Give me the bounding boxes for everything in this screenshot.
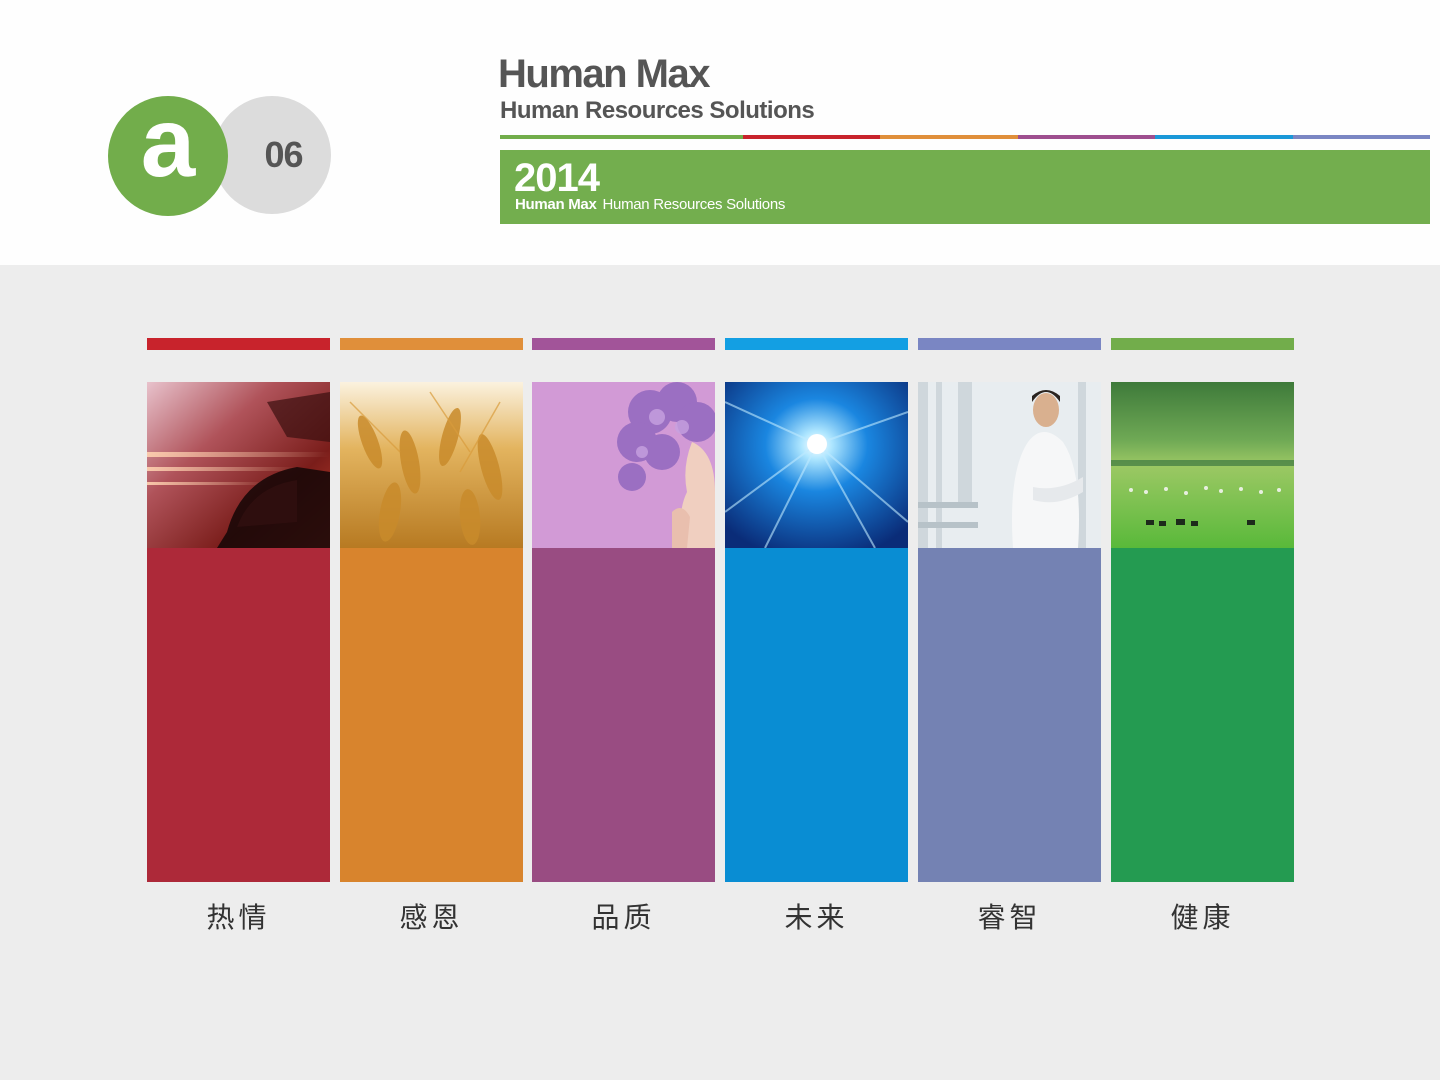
- chapter-letter-circle: [108, 96, 228, 216]
- chapter-number-circle: [213, 96, 331, 214]
- car-motion-photo: [147, 382, 330, 548]
- color-stripe-orange: [880, 135, 1018, 139]
- banner-brand: Human Max: [515, 196, 597, 213]
- column-top-bar: [1111, 338, 1294, 350]
- brand-title: Human Max: [498, 52, 711, 96]
- header: 06 a Human Max Human Resources Solutions…: [0, 0, 1440, 265]
- value-column-health: 健康: [1111, 338, 1294, 938]
- light-tunnel-photo: [725, 382, 908, 548]
- column-color-block: [725, 548, 908, 882]
- column-color-block: [918, 548, 1101, 882]
- column-label: 健康: [1170, 901, 1235, 934]
- banner-tagline: Human Resources Solutions: [602, 196, 786, 213]
- chapter-letter: a: [140, 87, 196, 197]
- column-color-block: [147, 548, 330, 882]
- value-column-quality: 品质: [532, 338, 715, 938]
- column-color-block: [1111, 548, 1294, 882]
- value-column-future: 未来: [725, 338, 908, 938]
- color-stripe-line: [500, 135, 1430, 139]
- year-banner: 2014 Human Max Human Resources Solutions: [500, 150, 1430, 224]
- column-label: 品质: [591, 901, 656, 934]
- brand-subtitle: Human Resources Solutions: [500, 97, 815, 124]
- column-color-block: [532, 548, 715, 882]
- chapter-number: 06: [264, 134, 303, 175]
- column-label: 未来: [784, 901, 849, 934]
- grassland-photo: [1111, 382, 1294, 548]
- color-stripe-purple: [1018, 135, 1155, 139]
- color-stripe-red: [743, 135, 880, 139]
- banner-subtitle: Human Max Human Resources Solutions: [515, 196, 785, 213]
- flower-woman-photo: [532, 382, 715, 548]
- wheat-field-photo: [340, 382, 523, 548]
- column-top-bar: [147, 338, 330, 350]
- column-top-bar: [532, 338, 715, 350]
- value-column-passion: 热情: [147, 338, 330, 938]
- value-column-gratitude: 感恩: [340, 338, 523, 938]
- column-top-bar: [340, 338, 523, 350]
- businessman-photo: [918, 382, 1101, 548]
- color-stripe-green: [500, 135, 743, 139]
- column-label: 睿智: [977, 901, 1042, 934]
- column-top-bar: [918, 338, 1101, 350]
- color-stripe-lavender: [1293, 135, 1430, 139]
- banner-year: 2014: [514, 156, 600, 200]
- color-stripe-blue: [1155, 135, 1293, 139]
- column-label: 热情: [206, 901, 271, 934]
- column-top-bar: [725, 338, 908, 350]
- column-color-block: [340, 548, 523, 882]
- value-column-wisdom: 睿智: [918, 338, 1101, 938]
- column-label: 感恩: [399, 901, 464, 934]
